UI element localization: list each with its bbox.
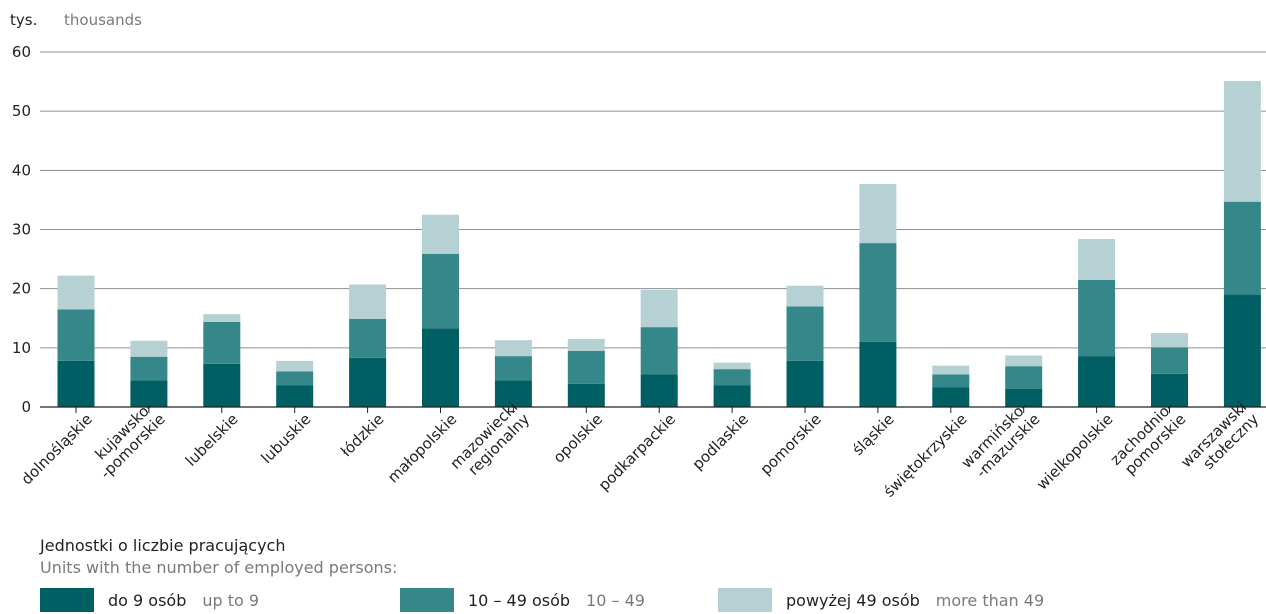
bar-segment-more-than-49 — [203, 314, 241, 322]
legend-label-pl: powyżej 49 osób — [786, 590, 920, 610]
bar-segment-10-49 — [859, 243, 897, 342]
x-tick-label: śląskie — [849, 410, 898, 459]
legend-title-en: Units with the number of employed person… — [40, 558, 398, 577]
bar-segment-10-49 — [203, 321, 241, 364]
legend-items: do 9 osób up to 9 10 – 49 osób 10 – 49 p… — [40, 588, 1240, 614]
bar-segment-more-than-49 — [422, 214, 459, 254]
bar-segment-more-than-49 — [494, 340, 532, 357]
bar-segment-more-than-49 — [57, 275, 95, 310]
bar-segment-more-than-49 — [1078, 238, 1116, 280]
bar-segment-10-49 — [422, 253, 459, 329]
legend-label-pl: do 9 osób — [108, 590, 187, 610]
x-tick-label: łódzkie — [337, 410, 387, 460]
bar-segment-up-to-9 — [713, 385, 751, 407]
bar-segment-up-to-9 — [640, 374, 678, 407]
bar-segment-more-than-49 — [567, 338, 605, 351]
bar-segment-more-than-49 — [276, 360, 314, 372]
bar-segment-up-to-9 — [859, 341, 897, 407]
legend-label-en: more than 49 — [935, 590, 1045, 610]
bar-segment-10-49 — [130, 356, 168, 381]
bar-segment-more-than-49 — [1223, 80, 1261, 202]
bar-segment-up-to-9 — [349, 357, 387, 407]
x-tick-label: opolskie — [550, 410, 607, 467]
bar-segment-more-than-49 — [713, 362, 751, 370]
bar-segment-up-to-9 — [203, 363, 241, 407]
bar-segment-up-to-9 — [494, 380, 532, 407]
bar-segment-10-49 — [1005, 366, 1043, 389]
x-tick-label: zachodnio-pomorskie — [1107, 398, 1190, 481]
y-tick-label: 40 — [12, 161, 31, 179]
bar-segment-10-49 — [57, 309, 95, 361]
y-tick-label: 10 — [12, 339, 31, 357]
x-tick-label: lubuskie — [258, 410, 315, 467]
bar-segment-up-to-9 — [1005, 388, 1043, 407]
bar-segment-up-to-9 — [130, 380, 168, 407]
unit-label-pl: tys. — [10, 11, 37, 29]
x-tick-label: warmińsko--mazurskie — [958, 398, 1044, 484]
y-tick-label: 50 — [12, 102, 31, 120]
x-tick-label: podkarpackie — [595, 410, 679, 494]
bar-segment-10-49 — [1151, 347, 1188, 374]
bar-segment-up-to-9 — [932, 387, 970, 407]
bar-segment-more-than-49 — [932, 365, 970, 375]
x-tick-label: warszawskistołeczny — [1177, 398, 1262, 483]
legend: Jednostki o liczbie pracujących Units wi… — [40, 536, 1240, 614]
y-tick-label: 30 — [12, 221, 31, 239]
legend-label-en: 10 – 49 — [586, 590, 645, 610]
bar-segment-more-than-49 — [1151, 333, 1188, 348]
bar-segment-up-to-9 — [786, 360, 824, 407]
y-tick-label: 20 — [12, 280, 31, 298]
bar-segment-10-49 — [713, 369, 751, 386]
chart: tys. thousands 0 10 20 30 40 50 60 dolnośląski… — [10, 11, 1266, 501]
bar-segment-more-than-49 — [1005, 355, 1043, 367]
bar-segment-up-to-9 — [1078, 356, 1116, 407]
legend-title-pl: Jednostki o liczbie pracujących — [40, 536, 286, 555]
x-tick-label: małopolskie — [384, 410, 460, 486]
bar-segment-up-to-9 — [276, 385, 314, 407]
x-tick-label: mazowieckiregionalny — [447, 398, 534, 485]
x-tick-label: kujawsko--pomorskie — [85, 398, 169, 482]
bar-segment-10-49 — [1078, 279, 1116, 357]
legend-item-up-to-9: do 9 osób up to 9 — [40, 588, 259, 612]
y-tick-label: 0 — [21, 398, 31, 416]
legend-label-pl: 10 – 49 osób — [468, 590, 571, 610]
bar-segment-more-than-49 — [349, 284, 387, 319]
x-tick-label: lubelskie — [182, 410, 242, 470]
legend-swatch-more-than-49 — [718, 588, 772, 612]
legend-label-en: up to 9 — [202, 590, 260, 610]
bar-segment-up-to-9 — [57, 360, 95, 407]
x-tick-label: dolnośląskie — [18, 410, 96, 488]
bar-segment-up-to-9 — [1223, 294, 1261, 407]
unit-label-en: thousands — [64, 11, 142, 29]
bar-segment-10-49 — [640, 327, 678, 375]
legend-swatch-10-49 — [400, 588, 454, 612]
bar-segment-up-to-9 — [1151, 373, 1188, 407]
bar-segment-more-than-49 — [130, 340, 168, 357]
bar-segment-10-49 — [276, 371, 314, 386]
bar-segment-more-than-49 — [859, 183, 897, 244]
x-tick-label: podlaskie — [689, 410, 752, 473]
bar-segment-10-49 — [786, 306, 824, 361]
legend-item-10-49: 10 – 49 osób 10 – 49 — [400, 588, 645, 612]
y-tick-label: 60 — [12, 43, 31, 61]
bar-segment-up-to-9 — [422, 328, 459, 407]
legend-swatch-up-to-9 — [40, 588, 94, 612]
bar-segment-10-49 — [494, 356, 532, 381]
x-tick-label: pomorskie — [757, 410, 825, 478]
bar-segment-up-to-9 — [567, 383, 605, 407]
legend-item-more-than-49: powyżej 49 osób more than 49 — [718, 588, 1044, 612]
x-tick-label: wielkopolskie — [1033, 410, 1116, 493]
bar-segment-more-than-49 — [640, 289, 678, 328]
bar-segment-10-49 — [1223, 201, 1261, 295]
bar-segment-more-than-49 — [786, 285, 824, 307]
bar-segment-10-49 — [932, 374, 970, 388]
bar-segment-10-49 — [567, 350, 605, 384]
bar-segment-10-49 — [349, 318, 387, 358]
